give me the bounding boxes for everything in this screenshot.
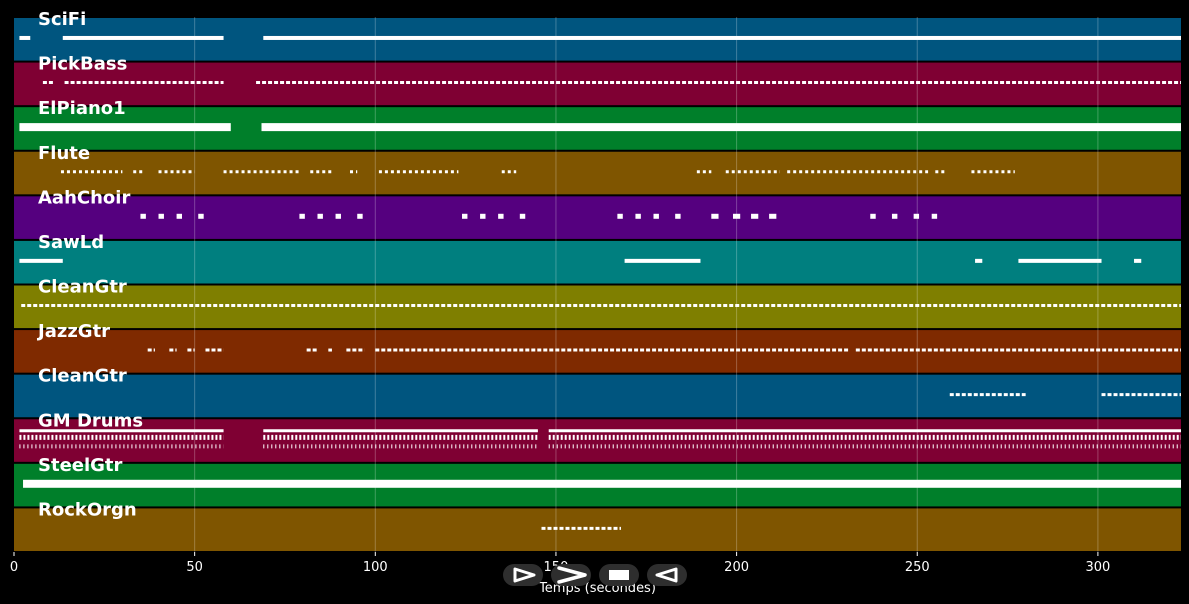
note-segment (176, 213, 183, 219)
axis-tick-label: 300 (1085, 560, 1110, 575)
track-label: SciFi (38, 9, 86, 30)
track-label: SawLd (38, 232, 104, 253)
track-lane (14, 151, 1181, 195)
note-segment (931, 213, 938, 219)
axis-tick-label: 200 (724, 560, 749, 575)
rewind-button[interactable] (647, 564, 687, 586)
note-segment (769, 213, 777, 219)
note-segment (913, 213, 920, 219)
note-segment (519, 213, 526, 219)
note-segment (299, 213, 305, 219)
track-label: JazzGtr (36, 321, 110, 342)
note-segment (675, 213, 681, 219)
note-segment (732, 213, 741, 219)
note-segment (624, 258, 701, 263)
track-lane (14, 419, 1181, 462)
note-segment (357, 213, 363, 219)
note-segment (751, 213, 759, 219)
note-segment (158, 213, 164, 219)
track-label: ElPiano1 (38, 98, 126, 119)
track-label: PickBass (38, 54, 127, 75)
note-segment (635, 213, 641, 219)
track-label: Flute (38, 143, 90, 164)
note-segment (480, 213, 486, 219)
note-segment (891, 213, 898, 219)
axis-tick-label: 250 (905, 560, 930, 575)
note-segment (975, 258, 983, 263)
playback-controls (503, 564, 691, 586)
note-segment (261, 123, 1181, 132)
stop-button[interactable] (599, 564, 639, 586)
note-segment (498, 213, 504, 219)
note-segment (263, 35, 1181, 40)
note-segment (653, 213, 659, 219)
note-segment (462, 213, 468, 219)
track-label: SteelGtr (38, 455, 123, 476)
stop-icon (609, 570, 629, 580)
track-label: GM Drums (38, 410, 143, 431)
track-lane (14, 196, 1181, 239)
note-segment (335, 213, 341, 219)
note-segment (1018, 258, 1102, 263)
axis-tick-label: 0 (10, 560, 18, 575)
note-segment (140, 213, 146, 219)
note-segment (19, 123, 231, 132)
note-segment (62, 35, 224, 40)
chevron-right-icon (557, 566, 587, 584)
track-label: RockOrgn (38, 499, 137, 520)
note-segment (198, 213, 204, 219)
track-label: CleanGtr (38, 366, 127, 387)
note-segment (317, 213, 323, 219)
note-segment (1134, 258, 1142, 263)
rewind-icon (655, 567, 678, 583)
track-lane (14, 240, 1181, 284)
note-segment (617, 213, 623, 219)
fast-forward-button[interactable] (551, 564, 591, 586)
note-segment (19, 35, 31, 40)
play-button[interactable] (503, 564, 543, 586)
axis-tick-label: 50 (186, 560, 203, 575)
track-label: AahChoir (38, 187, 130, 208)
axis-tick-label: 100 (363, 560, 388, 575)
play-outline-icon (513, 567, 536, 583)
note-segment (870, 213, 876, 219)
note-segment (711, 213, 719, 219)
track-lane (14, 62, 1181, 106)
track-label: CleanGtr (38, 277, 127, 298)
note-segment (19, 258, 63, 263)
note-segment (23, 479, 1182, 488)
